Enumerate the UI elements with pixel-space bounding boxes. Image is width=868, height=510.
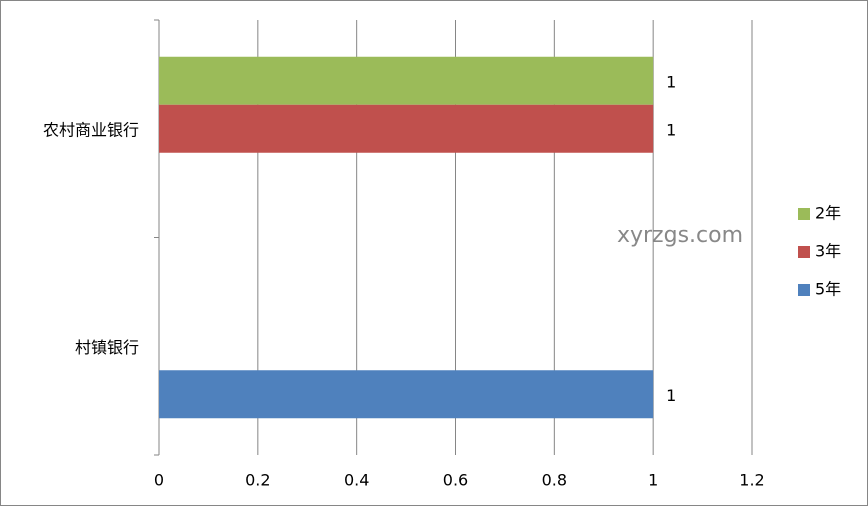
legend-swatch <box>798 208 810 220</box>
legend-label: 3年 <box>815 242 841 261</box>
x-tick-label: 0.8 <box>542 471 567 490</box>
bar <box>159 370 654 419</box>
legend-label: 2年 <box>815 204 841 223</box>
bar <box>159 104 654 153</box>
x-tick-label: 1.2 <box>739 471 764 490</box>
legend-label: 5年 <box>815 280 841 299</box>
legend-swatch <box>798 246 810 258</box>
x-tick-label: 1 <box>648 471 658 490</box>
x-tick-label: 0 <box>154 471 164 490</box>
bar <box>159 56 654 105</box>
x-tick-label: 0.6 <box>443 471 468 490</box>
legend-swatch <box>798 284 810 296</box>
data-label: 1 <box>666 72 676 91</box>
data-label: 1 <box>666 120 676 139</box>
y-tick-label: 村镇银行 <box>75 338 139 357</box>
x-tick-label: 0.4 <box>344 471 369 490</box>
watermark: xyrzgs.com <box>617 223 743 248</box>
y-tick-label: 农村商业银行 <box>43 120 139 139</box>
data-label: 1 <box>666 386 676 405</box>
x-tick-label: 0.2 <box>245 471 270 490</box>
